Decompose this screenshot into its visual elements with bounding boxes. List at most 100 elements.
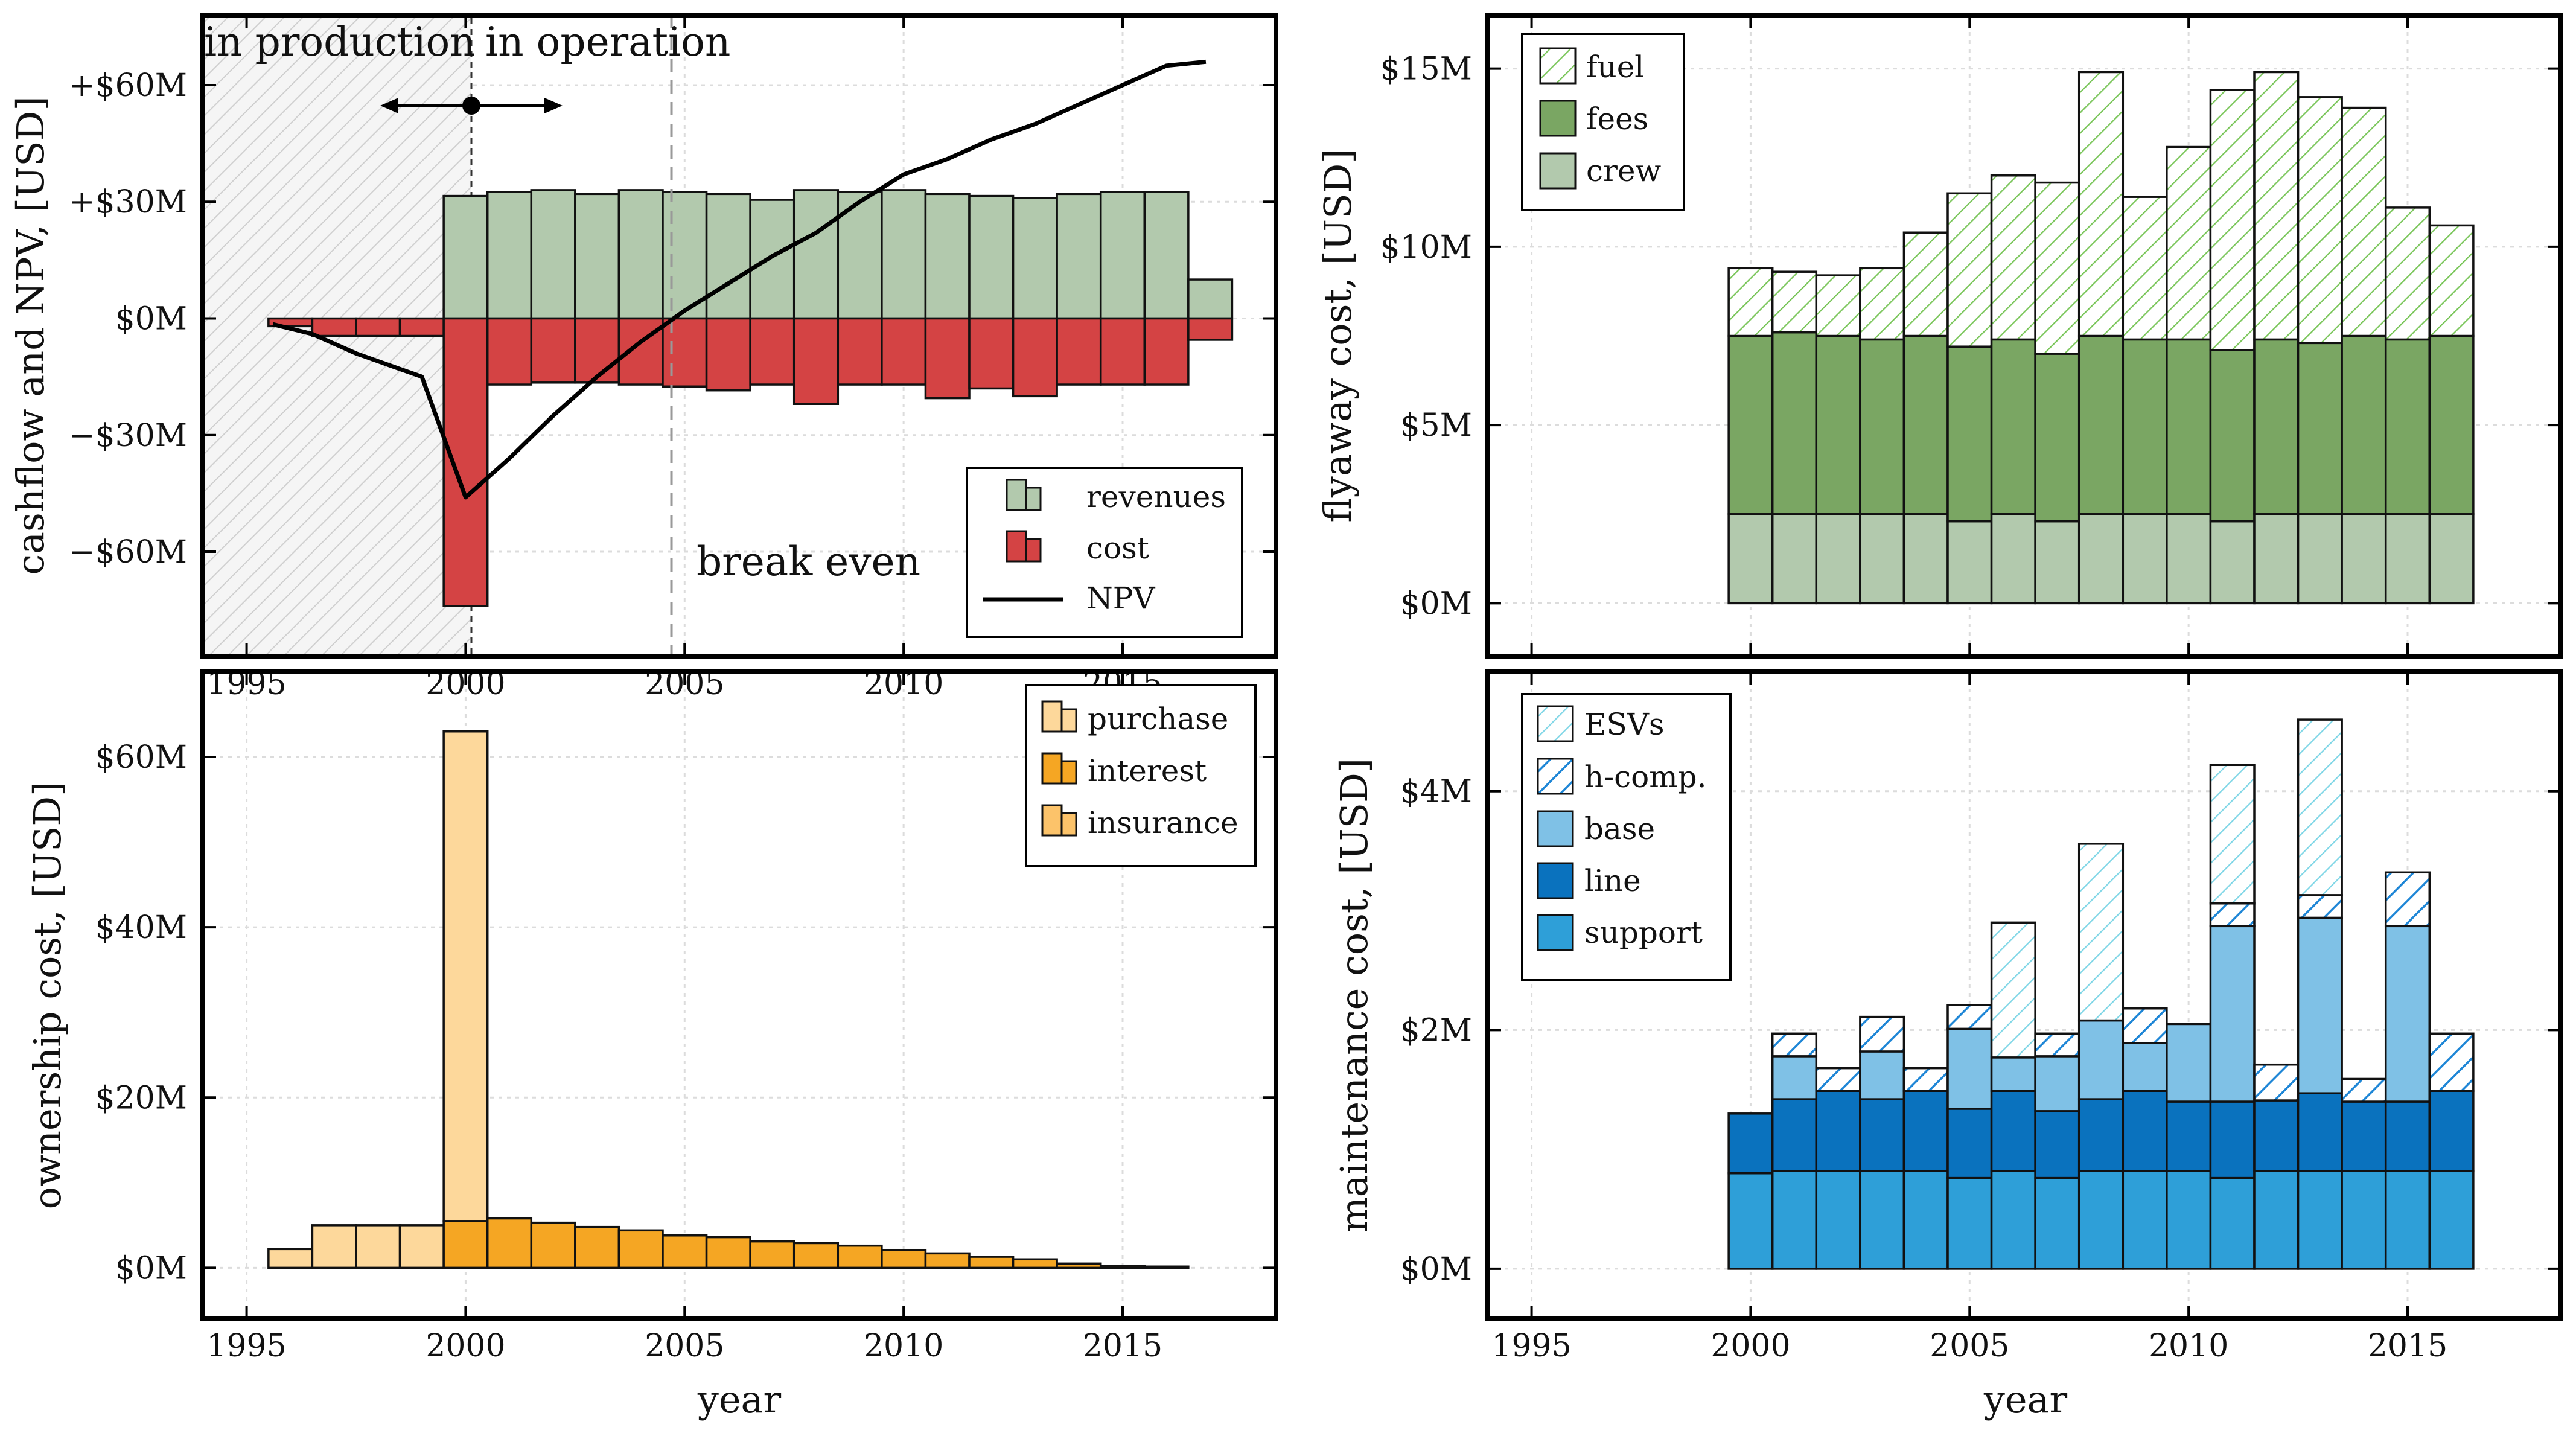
bar-revenues-2012 <box>968 194 1015 320</box>
ownership-panel: purchase interest insurance 1995 2000 2005… <box>25 669 1278 1422</box>
maintenance-legend: ESVs h-comp. base line support <box>1521 693 1732 981</box>
in-operation-annotation: in operation <box>485 19 730 65</box>
bar-fees-2010 <box>2166 338 2212 515</box>
bar-crew-2007 <box>2034 520 2080 605</box>
bar-revenues-2007 <box>749 199 795 320</box>
bar-cost-1999 <box>398 317 445 337</box>
bar-crew-2000 <box>1727 513 1774 605</box>
legend-support-label: support <box>1584 915 1703 950</box>
bar-interest-2000 <box>442 1220 489 1269</box>
bar-line-2009 <box>2122 1090 2168 1172</box>
legend-fees-icon <box>1539 100 1577 137</box>
bar-revenues-2002 <box>530 189 576 320</box>
bar-crew-2015 <box>2384 513 2431 605</box>
ytick-label-15: $15M <box>1380 51 1473 88</box>
bar-fuel-2002 <box>1815 274 1861 337</box>
bar-crew-2003 <box>1859 513 1905 605</box>
bar-h-comp-2003 <box>1859 1015 1905 1053</box>
bar-cost-2001 <box>486 317 533 386</box>
xtick-label-2015: 2015 <box>2368 1328 2447 1364</box>
bar-base-2015 <box>2384 925 2431 1103</box>
bar-crew-2012 <box>2253 513 2300 605</box>
bar-cost-2000 <box>442 317 489 607</box>
ytick-label-0: $0M <box>115 1250 187 1286</box>
legend-cost-label: cost <box>1086 531 1149 566</box>
legend-revenues-icon <box>1006 479 1042 511</box>
bar-h-comp-2009 <box>2122 1007 2168 1044</box>
bar-revenues-2011 <box>924 193 971 320</box>
ytick-label-30: +$30M <box>69 184 187 220</box>
bar-line-2010 <box>2166 1100 2212 1172</box>
legend-crew-icon <box>1539 152 1577 190</box>
bar-cost-2007 <box>749 317 795 386</box>
bar-fees-2002 <box>1815 334 1861 515</box>
legend-interest-icon <box>1041 752 1077 785</box>
bar-support-2003 <box>1859 1169 1905 1270</box>
xtick-label-2000: 2000 <box>1710 1328 1790 1364</box>
bar-fees-2011 <box>2209 349 2256 523</box>
ownership-legend: purchase interest insurance <box>1025 684 1257 867</box>
bar-line-2004 <box>1902 1090 1949 1172</box>
legend-insurance-icon <box>1041 804 1077 837</box>
bar-interest-2012 <box>968 1256 1015 1269</box>
bar-purchase-1997 <box>311 1224 357 1269</box>
bar-interest-2016 <box>1143 1265 1190 1269</box>
legend-line-icon <box>1537 862 1574 899</box>
bar-fuel-2010 <box>2166 145 2212 341</box>
ownership-xlabel: year <box>697 1377 782 1422</box>
maintenance-xlabel: year <box>1983 1377 2068 1422</box>
bar-fees-2005 <box>1946 345 1993 523</box>
bar-revenues-2016 <box>1143 191 1190 320</box>
bar-fees-2003 <box>1859 338 1905 515</box>
bar-fuel-2015 <box>2384 206 2431 341</box>
bar-interest-2004 <box>617 1229 664 1269</box>
legend-interest-label: interest <box>1088 753 1207 788</box>
bar-crew-2002 <box>1815 513 1861 605</box>
ytick-label-0: $0M <box>1400 1251 1472 1288</box>
bar-crew-2016 <box>2428 513 2475 605</box>
bar-revenues-2010 <box>881 189 927 320</box>
ytick-label-20: $20M <box>95 1080 188 1116</box>
bar-crew-2013 <box>2297 513 2343 605</box>
legend-fees-label: fees <box>1586 101 1648 136</box>
bar-support-2015 <box>2384 1169 2431 1270</box>
bar-esvs-2013 <box>2297 718 2343 896</box>
legend-npv-label: NPV <box>1086 581 1155 616</box>
bar-base-2010 <box>2166 1023 2212 1103</box>
legend-fuel-label: fuel <box>1586 49 1644 85</box>
bar-line-2016 <box>2428 1090 2475 1172</box>
xtick-label-2010: 2010 <box>2149 1328 2228 1364</box>
bar-esvs-2011 <box>2209 764 2256 905</box>
bar-fuel-2003 <box>1859 267 1905 341</box>
ytick-label--30: −$30M <box>69 418 187 454</box>
ytick-label-10: $10M <box>1380 229 1473 266</box>
bar-purchase-1996 <box>267 1248 314 1269</box>
bar-interest-2011 <box>924 1252 971 1269</box>
flyaway-frame <box>1485 13 2563 659</box>
bar-support-2007 <box>2034 1176 2080 1270</box>
bar-h-comp-2002 <box>1815 1067 1861 1092</box>
bar-support-2010 <box>2166 1169 2212 1270</box>
bar-purchase-2000 <box>442 730 489 1222</box>
xtick-label-2010: 2010 <box>864 1328 943 1364</box>
bar-fees-2013 <box>2297 342 2343 515</box>
bar-revenues-2001 <box>486 191 533 320</box>
xtick-label-2000: 2000 <box>426 1328 505 1364</box>
cashflow-bars <box>267 189 1234 607</box>
bar-support-2002 <box>1815 1169 1861 1270</box>
bar-crew-2014 <box>2341 513 2387 605</box>
bar-h-comp-2011 <box>2209 902 2256 928</box>
bar-support-2008 <box>2077 1169 2125 1270</box>
bar-support-2001 <box>1771 1169 1818 1270</box>
bar-revenues-2003 <box>574 193 620 320</box>
maintenance-frame <box>1485 669 2563 1321</box>
xtick-label-2005: 2005 <box>1930 1328 2009 1364</box>
bar-revenues-2013 <box>1012 197 1058 320</box>
xtick-label-1995: 1995 <box>206 1328 286 1364</box>
xtick-label-2005: 2005 <box>645 1328 724 1364</box>
bar-fees-2000 <box>1727 334 1774 515</box>
flyaway-ylabel: flyaway cost, [USD] <box>1316 148 1360 522</box>
bar-fuel-2009 <box>2122 196 2168 341</box>
flyaway-legend: fuel fees crew <box>1521 33 1685 211</box>
